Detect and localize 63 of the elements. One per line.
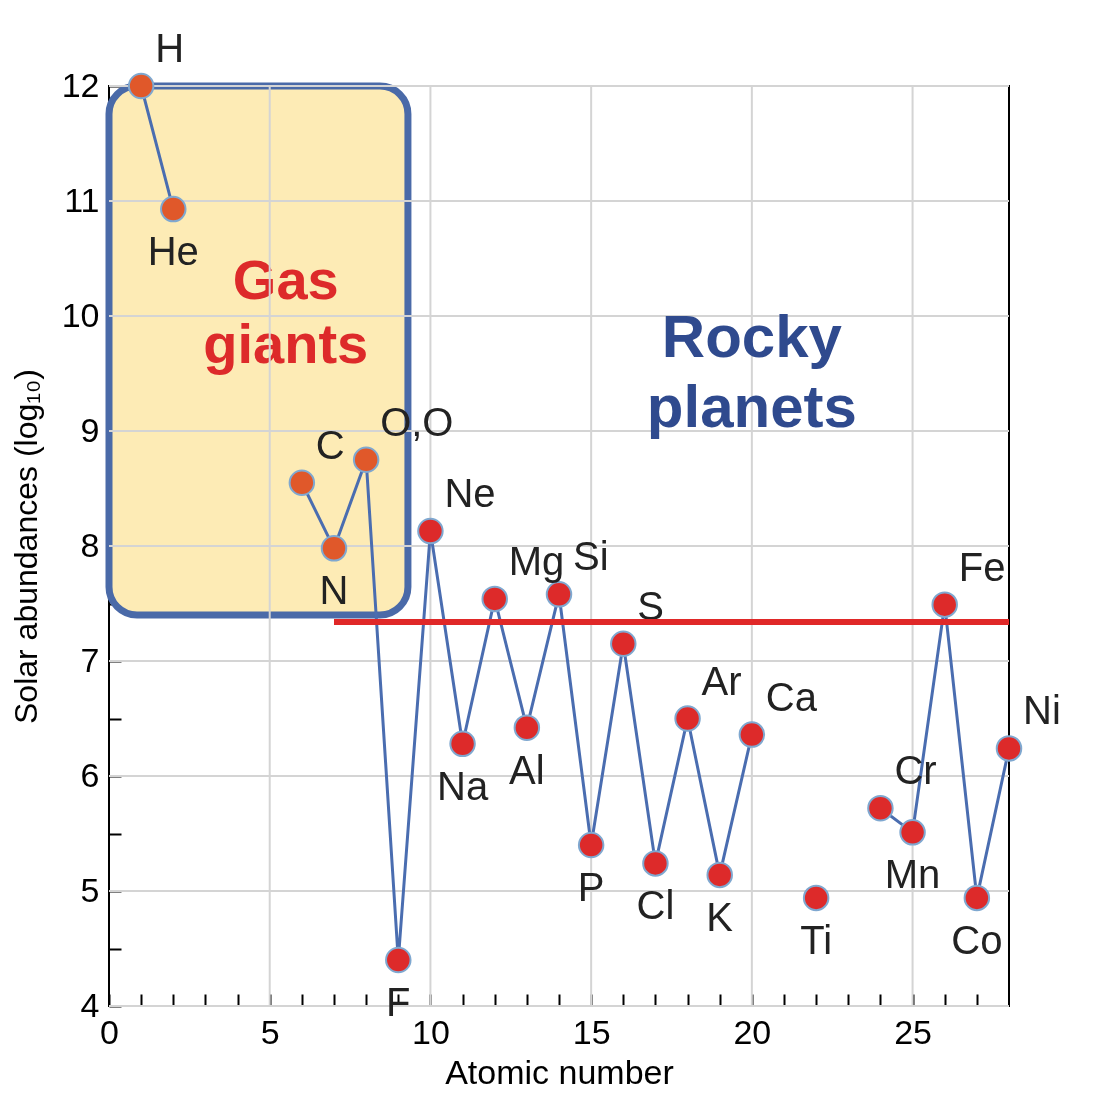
point [513, 714, 541, 741]
y-tick-label: 9 [80, 410, 100, 449]
data-label: Si [573, 534, 609, 579]
point [545, 581, 573, 608]
data-label: Mn [884, 852, 941, 897]
x-tick-label: 20 [733, 1012, 772, 1051]
point [577, 831, 605, 859]
point [160, 195, 187, 223]
y-tick-label: 6 [80, 755, 100, 794]
point [610, 630, 637, 657]
point [385, 946, 412, 974]
point [417, 517, 444, 545]
y-tick-label: 12 [61, 65, 100, 104]
data-label: Al [509, 747, 545, 792]
y-tick-label: 11 [64, 180, 100, 219]
data-label: Ti [800, 917, 833, 962]
x-tick-label: 25 [894, 1012, 932, 1051]
point [931, 591, 958, 618]
data-label: Na [437, 763, 489, 808]
y-tick-label: 8 [80, 525, 100, 564]
x-tick-label: 0 [100, 1012, 119, 1051]
data-label: C [315, 422, 345, 467]
data-label: K [706, 894, 734, 939]
x-tick-label: 5 [260, 1012, 280, 1051]
data-label: S [637, 583, 664, 628]
data-label: P [577, 865, 605, 909]
data-label: Ca [765, 674, 818, 719]
data-label: Ne [444, 471, 496, 516]
data-label: F [386, 980, 411, 1024]
y-tick-label: 4 [80, 985, 100, 1024]
point [867, 794, 894, 822]
point [288, 469, 316, 496]
point [642, 850, 669, 877]
data-label: Co [951, 917, 1003, 962]
point [674, 705, 701, 732]
annotation: Rocky planets [646, 303, 857, 440]
data-label: N [319, 568, 349, 613]
point [738, 721, 766, 748]
x-axis-title: Atomic number [445, 1052, 674, 1091]
point [899, 819, 926, 846]
data-label: H [155, 26, 185, 70]
data-label: Cl [636, 883, 675, 928]
point [127, 72, 155, 100]
point [481, 585, 508, 613]
band-label: Gas giants [203, 247, 369, 375]
data-label: Mg [508, 538, 565, 583]
point [320, 535, 348, 562]
data-label: Ar [701, 658, 742, 703]
x-tick-label: 15 [572, 1012, 611, 1051]
point [963, 884, 991, 912]
point [706, 861, 733, 889]
y-axis-title: Solar abundances (log₁₀) [7, 369, 44, 724]
point [802, 884, 830, 912]
x-tick-label: 10 [412, 1012, 450, 1051]
y-tick-label: 10 [61, 295, 100, 334]
point [995, 735, 1023, 762]
data-label: He [147, 229, 199, 274]
y-tick-label: 7 [80, 640, 100, 679]
point [449, 730, 476, 758]
data-label: Fe [958, 544, 1006, 589]
point [352, 446, 380, 473]
data-label: Ni [1023, 688, 1061, 733]
y-tick-label: 5 [80, 870, 100, 909]
